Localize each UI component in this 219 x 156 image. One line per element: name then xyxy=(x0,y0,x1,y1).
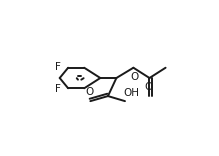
Text: OH: OH xyxy=(124,88,140,98)
Text: O: O xyxy=(131,72,139,82)
Text: F: F xyxy=(55,84,61,94)
Text: O: O xyxy=(85,87,94,97)
Text: O: O xyxy=(145,82,153,92)
Text: F: F xyxy=(55,62,61,72)
